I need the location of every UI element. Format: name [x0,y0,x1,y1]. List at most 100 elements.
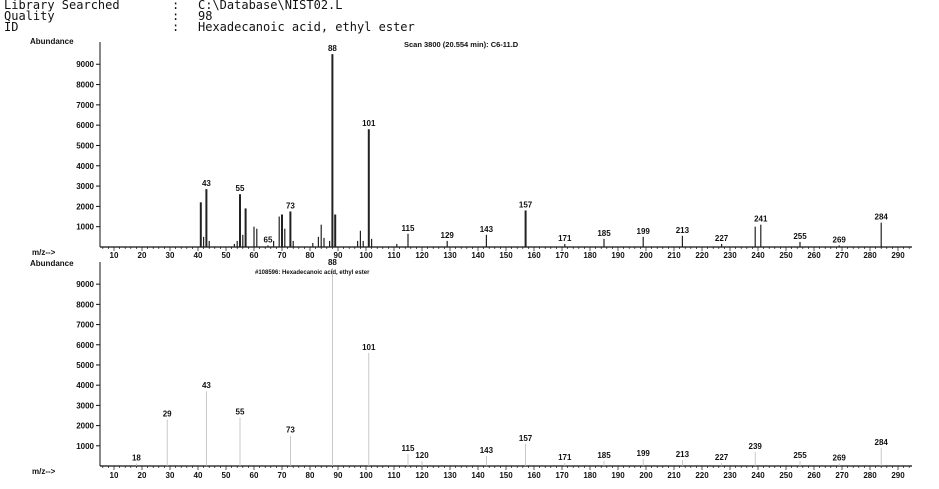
peak-label: 213 [676,450,690,459]
x-tick-label: 20 [138,471,147,480]
x-tick-label: 50 [222,251,231,260]
header-sep: : [172,20,180,34]
x-tick-label: 180 [583,471,597,480]
y-tick-label: 6000 [76,341,94,350]
peak-label: 227 [715,234,729,243]
x-axis-label: m/z--> [32,467,56,476]
y-tick-label: 7000 [76,321,94,330]
y-tick-label: 6000 [76,121,94,130]
peak-label: 171 [558,234,572,243]
peak-label: 199 [637,449,651,458]
x-tick-label: 10 [110,251,119,260]
x-tick-label: 120 [415,471,429,480]
x-tick-label: 240 [751,471,765,480]
peak-label: 241 [754,215,768,224]
peak-label: 185 [597,229,611,238]
x-tick-label: 280 [863,251,877,260]
header-key: Quality [4,9,55,23]
header-sep: : [172,0,180,12]
spectrum-title: Scan 3800 (20.554 min): C6-11.D [404,40,519,49]
x-tick-label: 90 [334,251,343,260]
y-tick-label: 9000 [76,60,94,69]
y-tick-label: 8000 [76,81,94,90]
y-tick-label: 2000 [76,422,94,431]
peak-label: 171 [558,453,572,462]
peak-label: 157 [519,200,533,209]
x-tick-label: 210 [667,471,681,480]
x-tick-label: 30 [166,471,175,480]
peak-label: 55 [236,184,245,193]
peak-label: 199 [637,227,651,236]
x-tick-label: 250 [779,471,793,480]
x-tick-label: 280 [863,471,877,480]
peak-label: 115 [402,444,415,453]
x-tick-label: 110 [388,471,401,480]
header-key: ID [4,20,19,34]
x-tick-label: 190 [611,471,625,480]
x-tick-label: 60 [250,471,259,480]
x-tick-label: 160 [527,471,541,480]
peak-label: 101 [362,343,376,352]
peak-label: 73 [286,426,295,435]
peak-label: 185 [597,451,611,460]
peak-label: 143 [480,446,494,455]
peak-label: 284 [875,438,889,447]
x-tick-label: 270 [835,471,849,480]
peak-label: 55 [236,408,245,417]
y-tick-label: 3000 [76,182,94,191]
x-tick-label: 180 [583,251,597,260]
x-tick-label: 40 [194,251,203,260]
y-axis-label: Abundance [30,37,74,46]
peak-label: 269 [833,454,847,463]
header-row-id: ID: Hexadecanoic acid, ethyl ester [4,20,415,34]
x-axis-label: m/z--> [32,248,56,257]
y-tick-label: 9000 [76,280,94,289]
peak-label: 255 [793,451,807,460]
header-value: 98 [198,9,213,23]
peak-label: 157 [519,434,533,443]
peak-label: 255 [793,232,807,241]
x-tick-label: 80 [306,251,315,260]
x-tick-label: 30 [166,251,175,260]
y-tick-label: 8000 [76,300,94,309]
x-tick-label: 220 [695,471,709,480]
y-tick-label: 1000 [76,442,94,451]
y-tick-label: 5000 [76,141,94,150]
x-tick-label: 220 [695,251,709,260]
peak-label: 29 [163,410,172,419]
x-tick-label: 120 [415,251,429,260]
y-tick-label: 7000 [76,101,94,110]
peak-label: 284 [875,213,889,222]
x-tick-label: 160 [527,251,541,260]
peak-label: 43 [202,381,211,390]
peak-label: 120 [415,451,429,460]
peak-label: 239 [749,442,763,451]
x-tick-label: 200 [639,471,653,480]
x-tick-label: 60 [250,251,259,260]
x-tick-label: 50 [222,471,231,480]
x-tick-label: 130 [443,471,457,480]
y-tick-label: 4000 [76,381,94,390]
x-tick-label: 240 [751,251,765,260]
x-tick-label: 90 [334,471,343,480]
y-tick-label: 2000 [76,202,94,211]
x-tick-label: 290 [891,471,905,480]
x-tick-label: 100 [359,251,373,260]
header-key: Library Searched [4,0,120,12]
x-tick-label: 210 [667,251,681,260]
x-tick-label: 230 [723,471,737,480]
y-axis-label: Abundance [30,259,74,268]
header-value: Hexadecanoic acid, ethyl ester [198,20,415,34]
peak-label: 88 [328,258,337,267]
x-tick-label: 140 [471,471,485,480]
header-value: C:\Database\NIST02.L [198,0,343,12]
x-tick-label: 110 [388,251,401,260]
peak-label: 18 [132,454,141,463]
header-sep: : [172,9,180,23]
x-tick-label: 130 [443,251,457,260]
x-tick-label: 70 [278,471,287,480]
x-tick-label: 290 [891,251,905,260]
peak-label: 129 [441,231,455,240]
x-tick-label: 260 [807,471,821,480]
